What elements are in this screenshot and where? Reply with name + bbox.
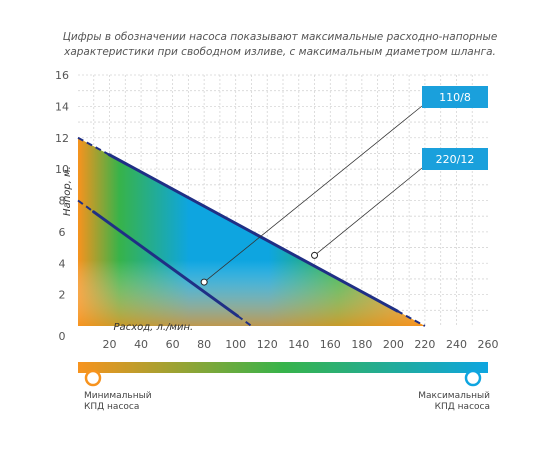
x-tick-label: 80 [197,338,211,351]
curve-110-8-end [236,315,253,327]
y-axis-label: Напор, м. [62,166,73,216]
curve-110-8-start [77,199,95,213]
x-tick-label: 260 [478,338,499,351]
y-tick-label: 2 [59,289,66,302]
x-tick-label: 120 [257,338,278,351]
y-tick-label: 12 [55,132,69,145]
scale-min-marker [84,369,102,387]
callout-220-12-leader [314,167,423,256]
callout-220-12-box [422,148,488,170]
x-tick-label: 200 [383,338,404,351]
x-tick-label: 40 [134,338,148,351]
axis-ticks: 0 2 4 6 8 10 12 14 16 20 40 60 80 100 120 140 160 180 200 2… [55,69,499,351]
efficiency-scale [78,362,488,387]
x-tick-label: 180 [351,338,372,351]
callout-220-12-label: 220/12 [436,153,475,166]
x-tick-label: 60 [166,338,180,351]
curve-220-12 [107,153,399,313]
y-tick-label: 6 [59,226,66,239]
scale-max-marker [464,369,482,387]
callout-110-8-marker [200,278,208,286]
curve-220-12-start [77,136,110,156]
callout-110-8-box [422,86,488,108]
scale-min-label: Минимальный КПД насоса [84,391,152,412]
curve-220-12-end [396,310,426,327]
x-axis-label: Расход, л./мин. [114,322,194,333]
y-tick-label: 4 [59,257,66,270]
callout-220-12-marker [311,251,319,259]
callout-110-8-leader [203,105,423,283]
chart-caption: Цифры в обозначении насоса показывают ма… [62,31,498,58]
scale-bar [78,362,488,373]
x-tick-label: 20 [103,338,117,351]
x-tick-label: 240 [446,338,467,351]
y-tick-label: 8 [59,195,66,208]
x-tick-label: 220 [414,338,435,351]
y-tick-label: 16 [55,69,69,82]
x-tick-label: 100 [225,338,246,351]
scale-max-label: Максимальный КПД насоса [418,391,490,412]
curve-110-8 [92,210,240,318]
y-tick-label: 10 [55,163,69,176]
y-tick-label: 14 [55,100,69,113]
y-tick-label: 0 [59,330,66,343]
x-tick-label: 140 [288,338,309,351]
x-tick-label: 160 [320,338,341,351]
callout-110-8-label: 110/8 [439,91,471,104]
